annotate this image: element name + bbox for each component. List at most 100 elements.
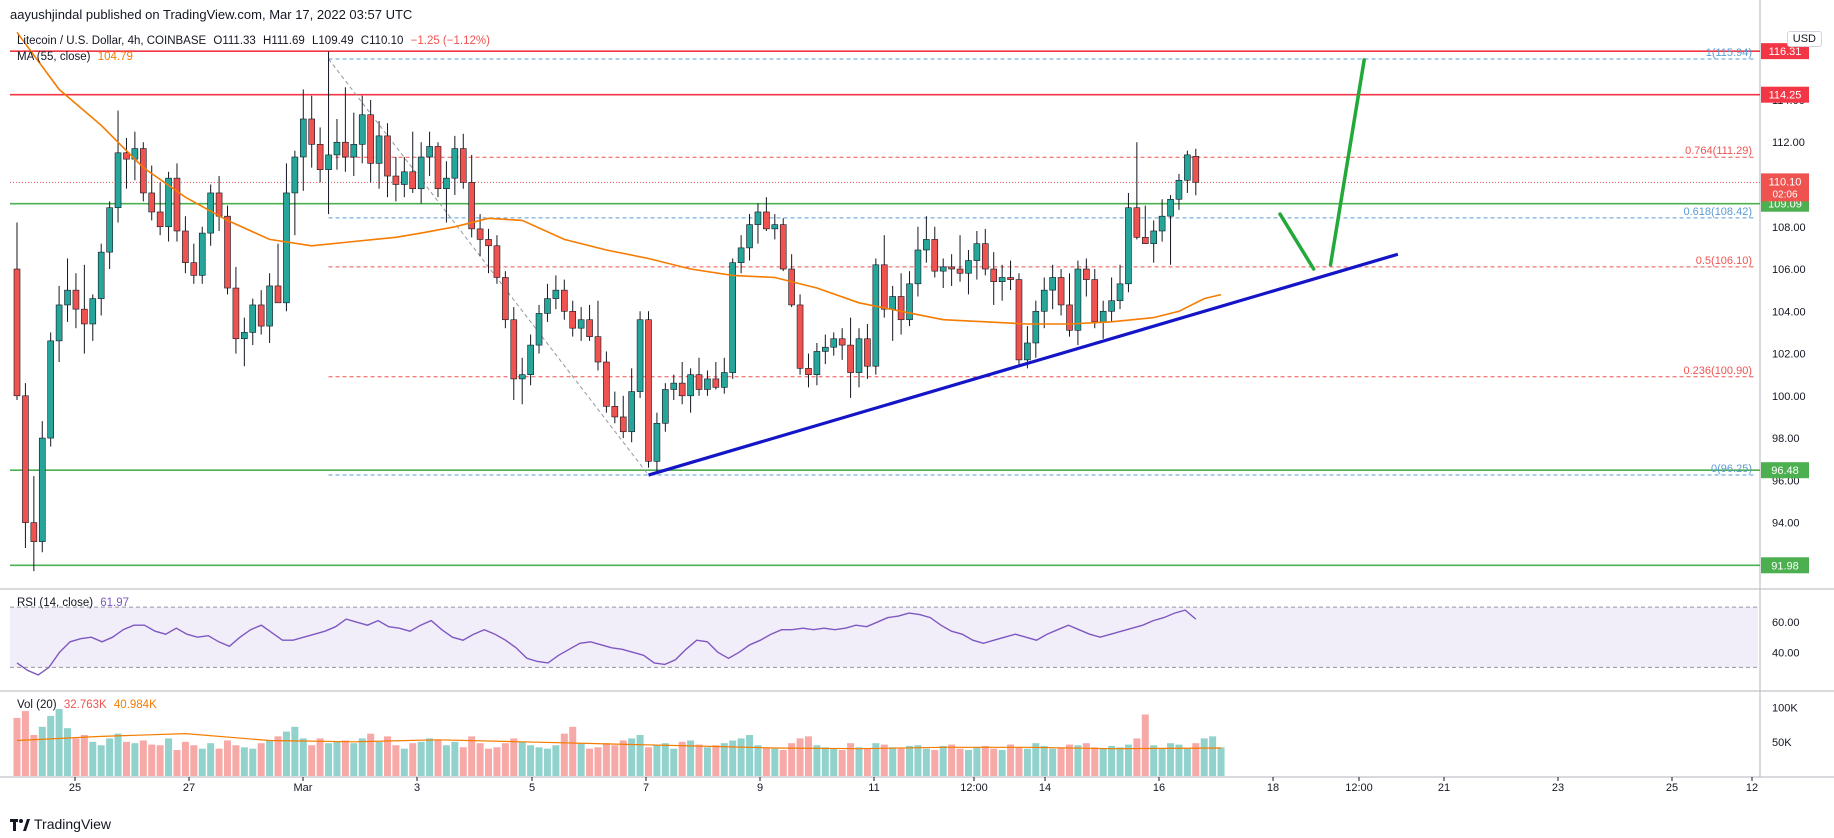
- candle[interactable]: [358, 95, 366, 164]
- candle[interactable]: [333, 118, 341, 170]
- candle[interactable]: [754, 203, 762, 244]
- candle[interactable]: [544, 283, 551, 322]
- candle[interactable]: [316, 127, 324, 183]
- candle[interactable]: [670, 374, 678, 401]
- candle[interactable]: [274, 243, 282, 304]
- candle[interactable]: [342, 87, 349, 172]
- candle[interactable]: [1150, 220, 1157, 263]
- candle[interactable]: [451, 135, 459, 196]
- candle[interactable]: [241, 317, 248, 367]
- candle[interactable]: [1074, 260, 1082, 346]
- candle[interactable]: [577, 307, 585, 341]
- candle[interactable]: [47, 332, 54, 447]
- candle[interactable]: [13, 222, 21, 401]
- candle[interactable]: [468, 154, 475, 238]
- candle[interactable]: [569, 300, 577, 337]
- candle[interactable]: [1083, 258, 1090, 297]
- candle[interactable]: [720, 357, 728, 394]
- candle[interactable]: [266, 273, 273, 343]
- candle[interactable]: [813, 342, 821, 386]
- candle[interactable]: [443, 161, 450, 223]
- candle[interactable]: [678, 362, 686, 405]
- candle[interactable]: [1192, 148, 1200, 196]
- candle[interactable]: [232, 266, 240, 354]
- candle[interactable]: [350, 112, 358, 177]
- candle[interactable]: [645, 311, 652, 468]
- candle[interactable]: [72, 273, 80, 329]
- candle[interactable]: [426, 131, 433, 177]
- candle[interactable]: [872, 258, 880, 375]
- candle[interactable]: [249, 298, 257, 346]
- candle[interactable]: [586, 304, 593, 341]
- candle[interactable]: [97, 243, 105, 316]
- candle[interactable]: [771, 214, 779, 240]
- candle[interactable]: [603, 351, 610, 413]
- candle[interactable]: [22, 383, 29, 548]
- candle[interactable]: [1040, 277, 1048, 329]
- candle[interactable]: [611, 391, 619, 424]
- candle[interactable]: [148, 165, 156, 221]
- candle[interactable]: [165, 171, 172, 242]
- candle[interactable]: [114, 110, 122, 223]
- candle[interactable]: [64, 258, 71, 322]
- candle[interactable]: [906, 271, 913, 327]
- candle[interactable]: [1032, 300, 1040, 358]
- candle[interactable]: [1099, 300, 1107, 339]
- candle[interactable]: [384, 123, 391, 198]
- candle[interactable]: [796, 294, 804, 375]
- candle[interactable]: [308, 95, 316, 168]
- candle[interactable]: [485, 228, 492, 274]
- candle[interactable]: [889, 285, 896, 341]
- candle[interactable]: [156, 182, 164, 236]
- candle[interactable]: [198, 226, 206, 284]
- candle[interactable]: [822, 334, 829, 365]
- candle[interactable]: [510, 307, 518, 401]
- candle[interactable]: [838, 328, 846, 360]
- candle[interactable]: [38, 421, 46, 553]
- candle[interactable]: [401, 157, 408, 198]
- candle[interactable]: [1175, 173, 1183, 210]
- candle[interactable]: [636, 311, 644, 398]
- candle[interactable]: [392, 157, 400, 202]
- rising-trendline[interactable]: [648, 252, 1399, 477]
- candle[interactable]: [687, 368, 694, 413]
- candle[interactable]: [257, 290, 265, 335]
- candle[interactable]: [779, 218, 787, 272]
- ma-55-line[interactable]: [16, 31, 1222, 325]
- candle[interactable]: [493, 235, 501, 284]
- candle[interactable]: [527, 334, 534, 386]
- candle[interactable]: [140, 142, 147, 202]
- candle[interactable]: [990, 252, 998, 305]
- candle[interactable]: [948, 254, 955, 286]
- candle[interactable]: [923, 216, 930, 263]
- candle[interactable]: [560, 279, 568, 320]
- candle[interactable]: [1066, 273, 1073, 337]
- candle[interactable]: [552, 275, 560, 310]
- candle[interactable]: [729, 258, 737, 379]
- candle[interactable]: [662, 383, 669, 432]
- candle[interactable]: [1091, 269, 1099, 329]
- candle[interactable]: [788, 254, 795, 308]
- candle[interactable]: [653, 412, 661, 474]
- candle[interactable]: [81, 264, 88, 354]
- candle[interactable]: [1158, 199, 1166, 242]
- candle[interactable]: [931, 226, 939, 278]
- rsi-line[interactable]: [16, 609, 1197, 676]
- candle[interactable]: [998, 264, 1006, 301]
- candle[interactable]: [434, 142, 442, 198]
- candle[interactable]: [173, 163, 181, 242]
- candle[interactable]: [965, 250, 972, 295]
- projection-up-stroke[interactable]: [1328, 58, 1366, 267]
- candle[interactable]: [594, 300, 602, 371]
- candle[interactable]: [847, 317, 854, 398]
- candle[interactable]: [704, 370, 711, 396]
- candle[interactable]: [417, 142, 425, 204]
- candle[interactable]: [518, 357, 526, 405]
- candle[interactable]: [830, 332, 838, 356]
- candle[interactable]: [325, 51, 332, 215]
- candle[interactable]: [375, 121, 383, 189]
- candle[interactable]: [763, 197, 770, 231]
- candle[interactable]: [89, 294, 97, 341]
- candle[interactable]: [215, 176, 223, 231]
- candle[interactable]: [1141, 205, 1149, 244]
